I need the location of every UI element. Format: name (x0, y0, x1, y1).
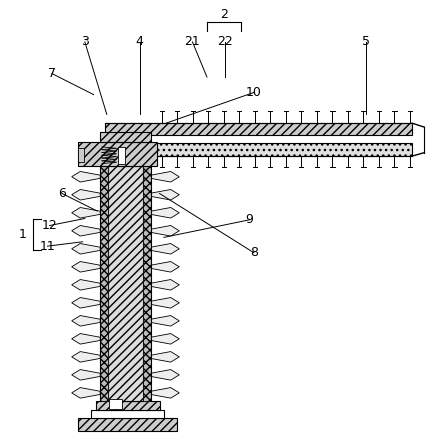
Polygon shape (151, 207, 179, 218)
Text: 4: 4 (136, 36, 144, 48)
Text: 21: 21 (185, 36, 200, 48)
Bar (143, 166, 151, 401)
Text: 1: 1 (19, 228, 27, 241)
Bar (91, 410, 164, 418)
Text: 2: 2 (220, 8, 228, 21)
Text: 6: 6 (58, 187, 66, 200)
Bar (100, 166, 108, 401)
Polygon shape (72, 226, 100, 236)
Text: 5: 5 (362, 36, 370, 48)
Polygon shape (151, 352, 179, 362)
Text: 10: 10 (246, 86, 262, 99)
Bar (137, 143, 412, 156)
Polygon shape (151, 243, 179, 254)
Polygon shape (151, 190, 179, 200)
Polygon shape (72, 297, 100, 308)
Text: 3: 3 (81, 36, 89, 48)
Text: 11: 11 (40, 240, 55, 253)
Polygon shape (151, 297, 179, 308)
Bar (78, 142, 157, 166)
Polygon shape (151, 171, 179, 182)
Bar (100, 132, 151, 142)
Polygon shape (72, 190, 100, 200)
Polygon shape (151, 226, 179, 236)
Polygon shape (151, 262, 179, 272)
Polygon shape (151, 316, 179, 326)
Polygon shape (72, 333, 100, 344)
Polygon shape (72, 388, 100, 398)
Polygon shape (72, 316, 100, 326)
Bar (78, 418, 177, 431)
Polygon shape (151, 388, 179, 398)
Bar (109, 399, 122, 408)
Polygon shape (151, 280, 179, 290)
Polygon shape (72, 262, 100, 272)
Bar (108, 166, 143, 401)
Bar (78, 148, 84, 162)
Polygon shape (151, 369, 179, 380)
Polygon shape (72, 280, 100, 290)
Text: 9: 9 (246, 213, 253, 226)
Text: 22: 22 (217, 36, 233, 48)
Bar (118, 147, 125, 163)
Polygon shape (72, 369, 100, 380)
Text: 7: 7 (48, 67, 56, 80)
Polygon shape (72, 352, 100, 362)
Bar (96, 401, 160, 410)
Polygon shape (72, 207, 100, 218)
Text: 12: 12 (42, 219, 57, 232)
Polygon shape (72, 243, 100, 254)
Text: 8: 8 (250, 246, 258, 259)
Polygon shape (151, 333, 179, 344)
Polygon shape (72, 171, 100, 182)
Bar (105, 123, 412, 135)
